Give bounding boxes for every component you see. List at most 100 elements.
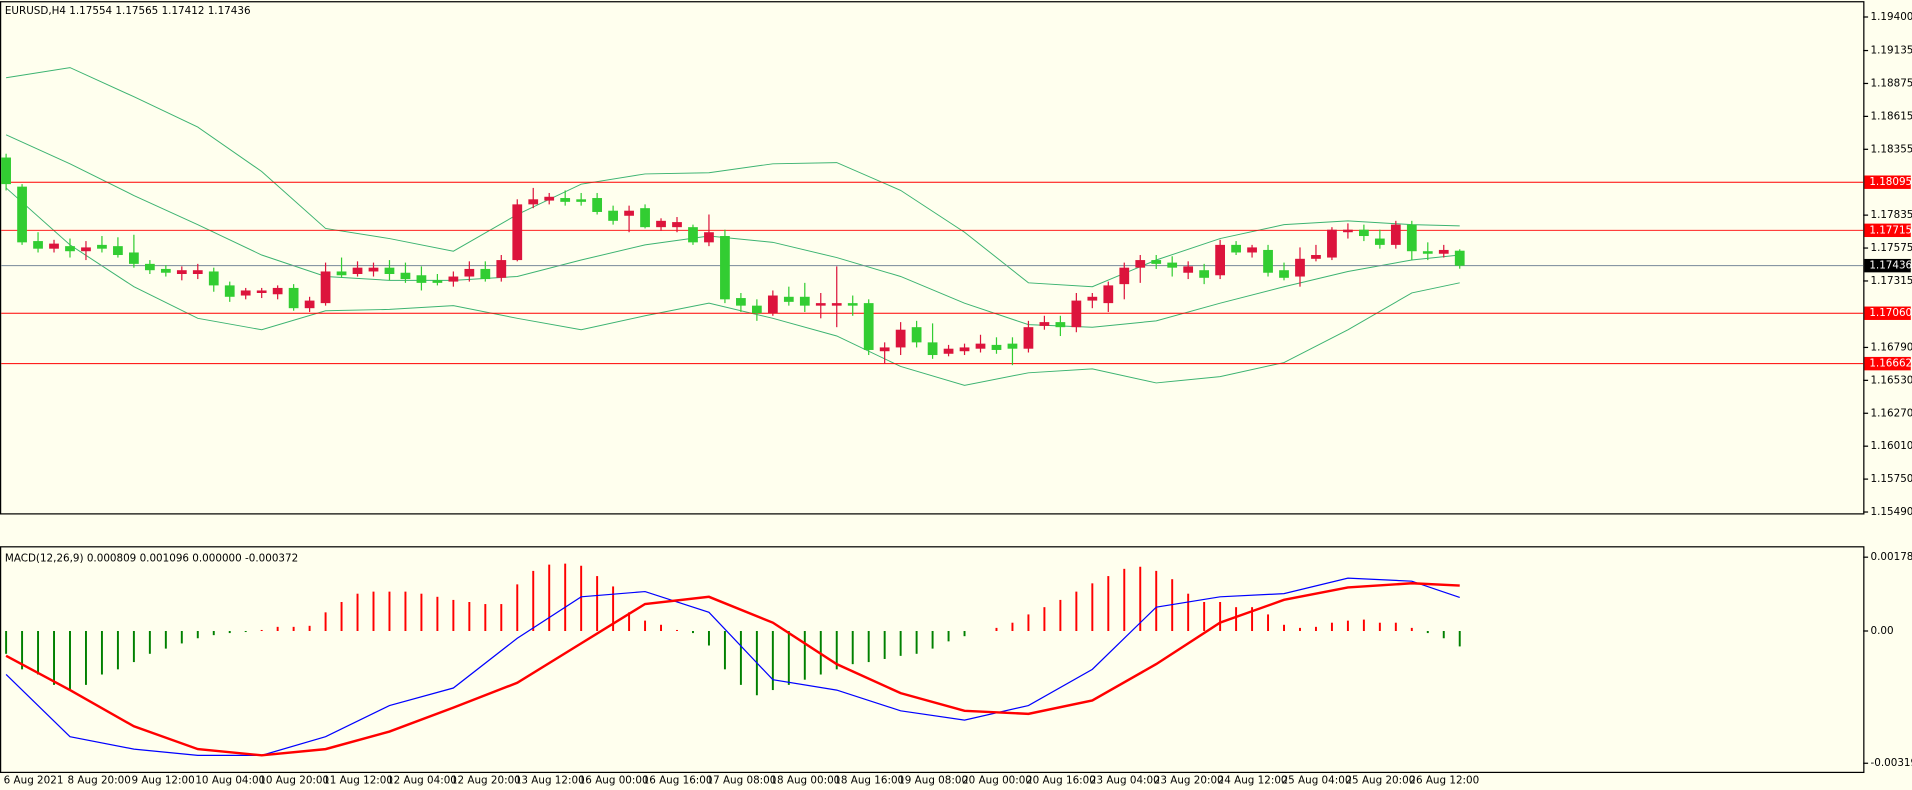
y-tick-label: 1.18875 bbox=[1871, 77, 1912, 89]
candle-body bbox=[991, 344, 1002, 350]
y-tick-label: 1.15750 bbox=[1871, 473, 1912, 485]
candle-body bbox=[448, 276, 459, 282]
candle-body bbox=[879, 347, 890, 352]
candle-body bbox=[959, 347, 970, 352]
level-label-box bbox=[1864, 223, 1911, 238]
candle-body bbox=[432, 280, 443, 283]
price-panel bbox=[0, 1, 1865, 515]
x-tick-label: 19 Aug 08:00 bbox=[898, 774, 968, 786]
candle-body bbox=[480, 268, 491, 280]
candle-body bbox=[895, 329, 906, 348]
candle-body bbox=[1422, 251, 1433, 254]
x-tick-label: 18 Aug 00:00 bbox=[770, 774, 840, 786]
y-tick-label: 1.16270 bbox=[1871, 407, 1912, 419]
band-line bbox=[6, 67, 1460, 288]
candle-body bbox=[144, 263, 155, 271]
candle-body bbox=[17, 186, 27, 243]
candle-body bbox=[368, 267, 379, 272]
y-tick-label: 1.18615 bbox=[1871, 110, 1912, 122]
candle-body bbox=[1, 157, 11, 185]
candle-body bbox=[1263, 249, 1273, 273]
x-tick-label: 6 Aug 2021 bbox=[4, 774, 64, 786]
level-label-box bbox=[1864, 306, 1911, 320]
candle-body bbox=[751, 305, 762, 314]
candle-body bbox=[1279, 270, 1289, 278]
candle-body bbox=[544, 196, 555, 201]
candle-body bbox=[1374, 238, 1385, 245]
candle-body bbox=[799, 296, 810, 306]
candle-body bbox=[656, 220, 666, 228]
candle-body bbox=[1119, 267, 1130, 285]
candle-body bbox=[1406, 224, 1417, 252]
x-tick-label: 12 Aug 20:00 bbox=[451, 774, 521, 786]
candle-body bbox=[831, 303, 842, 306]
candle-body bbox=[496, 260, 507, 278]
candle-body bbox=[272, 287, 283, 295]
candle-body bbox=[1199, 270, 1210, 278]
candle-body bbox=[767, 295, 778, 314]
candle-body bbox=[1247, 247, 1257, 253]
x-tick-label: 24 Aug 12:00 bbox=[1218, 774, 1288, 786]
candle-body bbox=[49, 243, 59, 249]
candle-body bbox=[608, 210, 618, 221]
candle-body bbox=[624, 210, 634, 216]
candle-body bbox=[65, 246, 75, 252]
x-tick-label: 23 Aug 04:00 bbox=[1090, 774, 1160, 786]
candle-body bbox=[1071, 300, 1082, 328]
y-tick-label: 1.19135 bbox=[1871, 45, 1912, 57]
candle-body bbox=[1215, 244, 1225, 276]
candle-body bbox=[320, 271, 331, 304]
candle-body bbox=[1007, 343, 1018, 349]
level-label-box bbox=[1864, 356, 1911, 371]
candle-body bbox=[847, 303, 858, 306]
candle-body bbox=[1151, 260, 1162, 264]
x-tick-label: 9 Aug 12:00 bbox=[131, 774, 194, 786]
indicator-title: MACD(12,26,9) 0.000809 0.001096 0.000000… bbox=[5, 552, 298, 564]
level-label-box bbox=[1864, 258, 1911, 273]
x-tick-label: 25 Aug 04:00 bbox=[1282, 774, 1352, 786]
y-tick-label: 1.17315 bbox=[1871, 275, 1912, 287]
y-tick-label: -0.003191 bbox=[1871, 757, 1912, 769]
y-tick-label: 1.16790 bbox=[1871, 341, 1912, 353]
candle-body bbox=[1438, 249, 1449, 254]
candle-body bbox=[1055, 322, 1066, 328]
candle-body bbox=[512, 204, 523, 261]
level-label: 1.17715 bbox=[1869, 224, 1912, 236]
candle-body bbox=[1087, 296, 1098, 301]
level-label: 1.16662 bbox=[1869, 358, 1912, 370]
candle-body bbox=[736, 298, 746, 306]
candle-body bbox=[640, 208, 650, 228]
candle-body bbox=[208, 271, 219, 286]
x-tick-label: 11 Aug 12:00 bbox=[323, 774, 393, 786]
x-tick-label: 17 Aug 08:00 bbox=[707, 774, 777, 786]
candle-body bbox=[1183, 266, 1194, 273]
candle-body bbox=[1390, 224, 1401, 245]
candle-body bbox=[464, 268, 475, 277]
candle-body bbox=[176, 270, 187, 275]
candle-body bbox=[720, 236, 730, 300]
y-tick-label: 1.16530 bbox=[1871, 374, 1912, 386]
x-tick-label: 23 Aug 20:00 bbox=[1154, 774, 1224, 786]
candle-body bbox=[911, 327, 922, 343]
candle-body bbox=[240, 290, 251, 296]
candle-body bbox=[1167, 262, 1178, 268]
candle-body bbox=[113, 246, 123, 256]
candle-body bbox=[1295, 258, 1305, 277]
candle-body bbox=[160, 268, 171, 273]
candle-body bbox=[576, 199, 587, 202]
y-tick-label: 1.19400 bbox=[1871, 11, 1912, 23]
candle-body bbox=[33, 241, 43, 249]
y-tick-label: 0.00 bbox=[1871, 625, 1894, 637]
y-tick-label: 1.16010 bbox=[1871, 440, 1912, 452]
candle-body bbox=[129, 252, 139, 264]
candle-body bbox=[1135, 260, 1146, 268]
candle-body bbox=[815, 303, 826, 306]
candle-body bbox=[384, 267, 395, 275]
candle-body bbox=[304, 300, 315, 309]
x-tick-label: 25 Aug 20:00 bbox=[1345, 774, 1415, 786]
candle-body bbox=[783, 296, 794, 302]
chart-title: EURUSD,H4 1.17554 1.17565 1.17412 1.1743… bbox=[5, 5, 251, 17]
y-tick-label: 0.001781 bbox=[1871, 551, 1912, 563]
